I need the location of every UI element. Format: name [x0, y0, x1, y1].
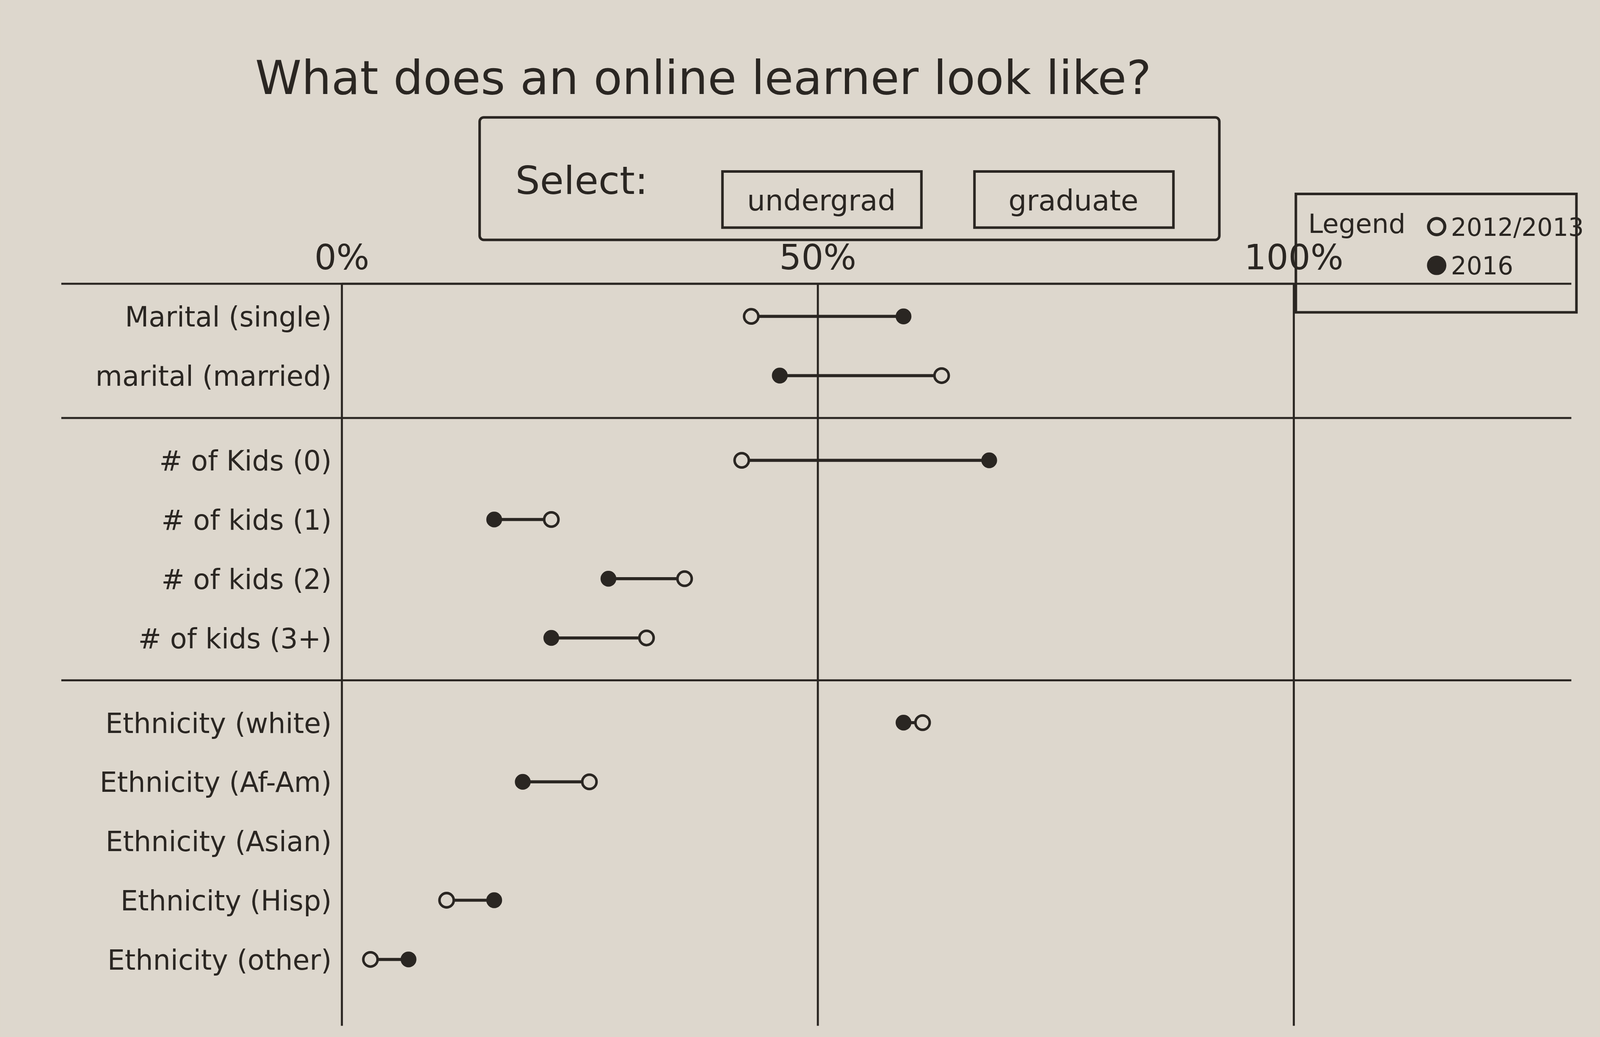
paper	[0, 0, 1600, 1037]
selector-button[interactable]	[974, 171, 1174, 228]
tick-label: 100%	[1244, 237, 1344, 278]
gridline	[816, 283, 820, 1026]
dumbbell-bar	[494, 517, 552, 521]
category-label: Ethnicity (Asian)	[105, 825, 332, 858]
selector-option[interactable]: undergrad	[747, 183, 896, 218]
dumbbell-point	[487, 893, 501, 907]
dumbbell-point	[544, 631, 558, 645]
gridline	[340, 283, 343, 1026]
dumbbell-bar	[551, 636, 647, 640]
dumbbell-point	[734, 452, 749, 468]
selector-option[interactable]: graduate	[1008, 183, 1139, 218]
dumbbell-point	[773, 368, 787, 382]
dumbbell-point	[544, 512, 559, 527]
dumbbell-point	[639, 630, 654, 646]
dumbbell-bar	[522, 780, 590, 784]
dumbbell-bar	[608, 576, 685, 580]
category-label: Ethnicity (Af-Am)	[99, 766, 332, 798]
dumbbell-point	[934, 368, 949, 383]
chart: What does an online learner look like? Se…	[0, 0, 1600, 1037]
dumbbell-bar	[779, 373, 942, 377]
dumbbell-point	[363, 951, 378, 967]
group-separator	[61, 678, 1572, 682]
category-label: Ethnicity (other)	[107, 943, 332, 976]
legend-title: Legend	[1307, 208, 1406, 240]
group-separator	[61, 416, 1572, 420]
tick-label: 50%	[779, 237, 857, 278]
selector-label: Select:	[515, 157, 648, 204]
tick-label: 0%	[314, 237, 370, 278]
legend-label: 2012/2013	[1451, 212, 1584, 242]
dumbbell-point	[915, 715, 930, 730]
dumbbell-bar	[741, 458, 990, 462]
header-rule	[61, 282, 1572, 285]
title: What does an online learner look like?	[255, 50, 1152, 105]
dumbbell-point	[515, 775, 530, 789]
dumbbell-point	[439, 892, 454, 908]
selector-box	[479, 117, 1220, 240]
category-label: Marital (single)	[124, 300, 332, 333]
category-label: # of kids (3+)	[138, 622, 332, 655]
category-label: Ethnicity (white)	[105, 707, 332, 740]
dumbbell-point	[896, 715, 911, 729]
dumbbell-point	[582, 774, 597, 789]
plot-area	[363, 308, 996, 966]
dumbbell-point	[896, 309, 911, 323]
legend-label: 2016	[1451, 251, 1514, 281]
dumbbell-point	[677, 571, 692, 586]
legend-marker	[1428, 218, 1446, 235]
dumbbell-point	[744, 308, 759, 324]
dumbbell-point	[401, 952, 415, 966]
legend-marker	[1428, 256, 1446, 274]
dumbbell-point	[982, 453, 996, 467]
category-label: # of Kids (0)	[159, 444, 332, 477]
category-label: # of kids (2)	[161, 563, 332, 596]
category-label: Ethnicity (Hisp)	[120, 884, 332, 917]
category-label: marital (married)	[95, 360, 332, 392]
dumbbell-point	[487, 512, 501, 526]
dumbbell-bar	[751, 314, 904, 318]
selector-button[interactable]	[722, 171, 922, 228]
gridline	[1292, 283, 1295, 1026]
category-label: # of kids (1)	[161, 504, 332, 536]
axis-line	[342, 282, 1294, 285]
dumbbell-point	[601, 571, 616, 585]
